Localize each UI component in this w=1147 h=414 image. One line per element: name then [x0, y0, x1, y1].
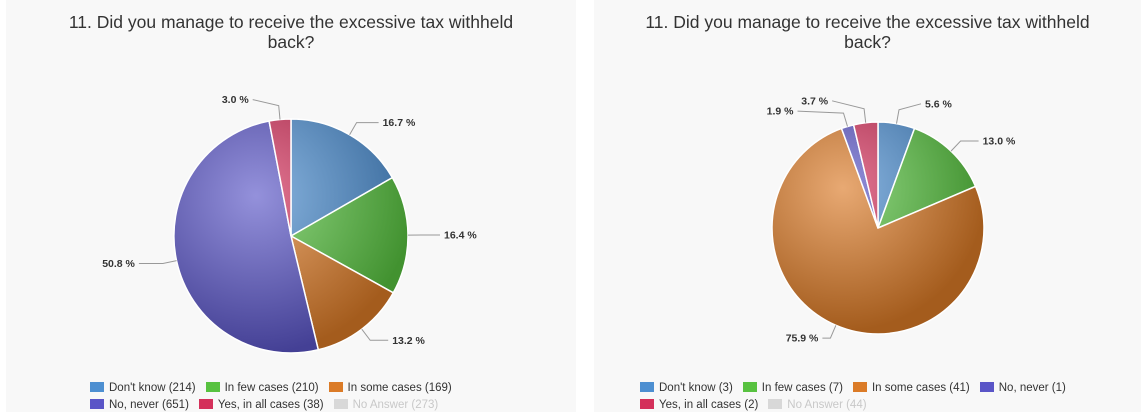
data-label-in-few-cases: 13.0 %	[983, 136, 1016, 148]
data-label-in-few-cases: 16.4 %	[444, 230, 477, 242]
pie-chart: 5.6 % 13.0 % 75.9 % 1.9 % 3.7 %	[594, 0, 1141, 370]
legend-item-in-few-cases[interactable]: In few cases (210)	[206, 380, 319, 397]
legend-item-no-answer[interactable]: No Answer (273)	[334, 397, 439, 414]
legend-item-no-never[interactable]: No, never (651)	[90, 397, 189, 414]
legend-label: Yes, in all cases (38)	[218, 399, 324, 411]
data-label-leader	[362, 329, 388, 340]
legend-item-no-never[interactable]: No, never (1)	[980, 380, 1066, 397]
data-label-no-never: 1.9 %	[767, 106, 795, 118]
legend-swatch	[206, 382, 220, 392]
data-label-yes-all-cases: 3.0 %	[222, 94, 250, 106]
legend-swatch	[329, 382, 343, 392]
legend-swatch	[980, 382, 994, 392]
legend-label: Don't know (214)	[109, 382, 196, 394]
legend-swatch	[90, 382, 104, 392]
legend-swatch	[640, 382, 654, 392]
data-label-leader	[253, 100, 280, 120]
legend-item-no-answer[interactable]: No Answer (44)	[768, 397, 866, 414]
legend-label: No, never (651)	[109, 399, 189, 411]
legend-row: No, never (651) Yes, in all cases (38) No …	[90, 397, 462, 414]
data-label-leader	[951, 141, 979, 151]
legend-item-dont-know[interactable]: Don't know (214)	[90, 380, 196, 397]
legend-item-in-few-cases[interactable]: In few cases (7)	[743, 380, 843, 397]
chart-legend: Don't know (3) In few cases (7) In some ca…	[640, 380, 1076, 414]
legend-item-dont-know[interactable]: Don't know (3)	[640, 380, 733, 397]
legend-swatch	[853, 382, 867, 392]
data-label-in-some-cases: 13.2 %	[392, 335, 425, 347]
legend-item-in-some-cases[interactable]: In some cases (169)	[329, 380, 452, 397]
legend-label: In some cases (41)	[872, 382, 970, 394]
legend-swatch	[640, 399, 654, 409]
pie-chart: 16.7 % 16.4 % 13.2 % 50.8 % 3.0 %	[6, 0, 576, 370]
legend-swatch	[743, 382, 757, 392]
data-label-dont-know: 5.6 %	[925, 98, 953, 110]
data-label-leader	[832, 101, 866, 123]
data-label-dont-know: 16.7 %	[383, 117, 416, 129]
chart-legend: Don't know (214) In few cases (210) In som…	[90, 380, 462, 414]
legend-swatch	[334, 399, 348, 409]
legend-row: Yes, in all cases (2) No Answer (44)	[640, 397, 1076, 414]
legend-row: Don't know (214) In few cases (210) In som…	[90, 380, 462, 397]
legend-row: Don't know (3) In few cases (7) In some ca…	[640, 380, 1076, 397]
legend-label: No Answer (273)	[353, 399, 439, 411]
legend-item-yes-all-cases[interactable]: Yes, in all cases (38)	[199, 397, 324, 414]
data-label-leader	[798, 111, 848, 126]
data-label-leader	[350, 123, 379, 135]
legend-swatch	[199, 399, 213, 409]
legend-label: In few cases (7)	[762, 382, 843, 394]
legend-label: In few cases (210)	[225, 382, 319, 394]
legend-label: No, never (1)	[999, 382, 1066, 394]
chart-panel-2: 11. Did you manage to receive the excess…	[594, 0, 1141, 412]
data-label-in-some-cases: 75.9 %	[786, 333, 819, 345]
legend-item-yes-all-cases[interactable]: Yes, in all cases (2)	[640, 397, 758, 414]
data-label-yes-all-cases: 3.7 %	[801, 95, 829, 107]
data-label-no-never: 50.8 %	[102, 258, 135, 270]
legend-label: In some cases (169)	[348, 382, 452, 394]
legend-swatch	[768, 399, 782, 409]
chart-panel-1: 11. Did you manage to receive the excess…	[6, 0, 576, 412]
legend-label: Yes, in all cases (2)	[659, 399, 758, 411]
legend-label: Don't know (3)	[659, 382, 733, 394]
data-label-leader	[822, 325, 836, 338]
data-label-leader	[139, 261, 177, 264]
legend-swatch	[90, 399, 104, 409]
legend-label: No Answer (44)	[787, 399, 866, 411]
data-label-leader	[897, 104, 922, 124]
legend-item-in-some-cases[interactable]: In some cases (41)	[853, 380, 970, 397]
